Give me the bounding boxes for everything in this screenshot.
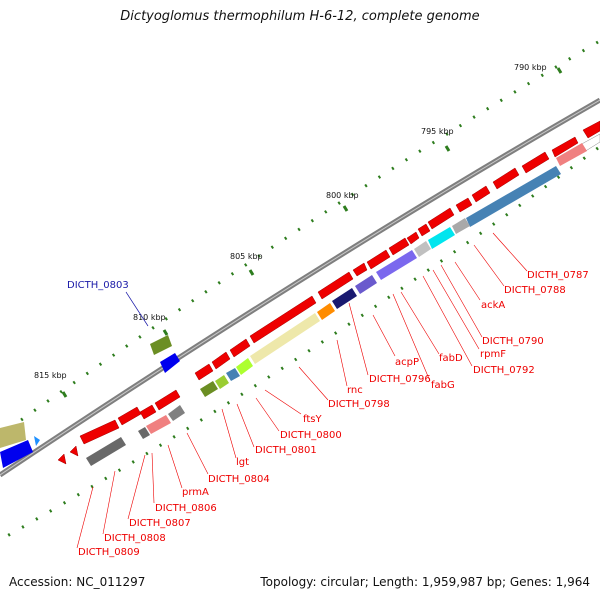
gene-label: DICTH_0790 bbox=[482, 336, 544, 347]
outer-track-genes bbox=[0, 335, 180, 468]
gene-box bbox=[0, 422, 26, 448]
cog-bar bbox=[317, 303, 335, 320]
cog-bar bbox=[168, 405, 185, 421]
gene-arrow bbox=[34, 436, 40, 446]
gene-arrow bbox=[455, 197, 473, 213]
gene-label: fabD bbox=[439, 353, 463, 364]
gene-label: DICTH_0796 bbox=[369, 374, 431, 385]
gene-label: prmA bbox=[182, 487, 209, 498]
gene-arrow bbox=[521, 151, 550, 174]
cog-bar bbox=[556, 143, 587, 166]
gene-arrow bbox=[249, 295, 317, 344]
gene-label: lgt bbox=[236, 457, 249, 468]
cog-bar bbox=[452, 218, 470, 234]
gene-arrow bbox=[427, 207, 455, 230]
gene-arrow bbox=[57, 453, 67, 465]
kbp-label: 805 kbp bbox=[230, 252, 263, 261]
genome-backbone-highlight bbox=[0, 99, 600, 476]
gene-arrow bbox=[0, 440, 33, 468]
gene-arrow bbox=[69, 445, 79, 457]
cog-bar bbox=[466, 166, 561, 227]
gene-label: DICTH_0788 bbox=[504, 285, 566, 296]
gene-label: rnc bbox=[347, 385, 363, 396]
kbp-label: 795 kbp bbox=[421, 127, 454, 136]
kbp-label: 790 kbp bbox=[514, 63, 547, 72]
gene-arrow bbox=[492, 167, 520, 190]
cog-bar bbox=[355, 275, 377, 294]
cog-bar bbox=[376, 250, 417, 280]
kbp-labels: 790 kbp 795 kbp 800 kbp 805 kbp 810 kbp … bbox=[34, 63, 547, 380]
gene-arrow bbox=[154, 389, 181, 411]
forward-strand-genes bbox=[57, 120, 600, 465]
kbp-label: 800 kbp bbox=[326, 191, 359, 200]
cog-bar bbox=[215, 375, 229, 389]
cog-bar bbox=[250, 313, 320, 364]
gene-label: rpmF bbox=[480, 349, 506, 360]
gene-label: DICTH_0787 bbox=[527, 270, 589, 281]
outer-guide-ring bbox=[0, 40, 599, 437]
cog-bar bbox=[138, 427, 150, 439]
gene-arrow bbox=[160, 353, 180, 373]
gene-arrow bbox=[139, 404, 157, 420]
highlight-gene-label: DICTH_0803 bbox=[67, 280, 129, 291]
gene-label: DICTH_0807 bbox=[129, 518, 191, 529]
gene-label: fabG bbox=[431, 380, 455, 391]
cog-bar bbox=[226, 368, 240, 381]
gene-arrow bbox=[417, 223, 431, 237]
gene-arrow bbox=[229, 338, 251, 358]
gene-arrow bbox=[551, 136, 579, 158]
cog-feature-bars bbox=[86, 133, 600, 466]
genome-summary: Topology: circular; Length: 1,959,987 bp… bbox=[260, 575, 590, 589]
map-title: Dictyoglomus thermophilum H-6-12, comple… bbox=[120, 9, 480, 24]
accession-label: Accession: NC_011297 bbox=[9, 575, 146, 589]
gene-arrow bbox=[388, 237, 410, 256]
cog-bar bbox=[200, 381, 218, 397]
highlight-label-leader bbox=[125, 291, 149, 327]
label-leaders bbox=[76, 232, 528, 549]
kbp-label: 810 kbp bbox=[133, 313, 166, 322]
major-ticks bbox=[61, 67, 563, 398]
gene-label: DICTH_0808 bbox=[104, 533, 166, 544]
gene-label: DICTH_0801 bbox=[255, 445, 317, 456]
gene-label: DICTH_0806 bbox=[155, 503, 217, 514]
cog-bar bbox=[146, 415, 171, 434]
gene-labels: DICTH_0787 DICTH_0788 ackA DICTH_0790 rp… bbox=[67, 270, 589, 558]
gene-arrow bbox=[211, 351, 231, 370]
gene-arrow bbox=[317, 271, 354, 300]
gene-box bbox=[150, 335, 172, 355]
gene-label: DICTH_0792 bbox=[473, 365, 535, 376]
cog-bar bbox=[332, 288, 357, 309]
gene-label: acpP bbox=[395, 357, 419, 368]
gene-arrow bbox=[471, 185, 491, 203]
cog-bar bbox=[236, 358, 253, 375]
cog-bar bbox=[86, 437, 126, 466]
gene-arrow bbox=[352, 262, 368, 277]
gene-arrow bbox=[582, 120, 600, 139]
gene-arrow bbox=[194, 363, 214, 381]
cog-bar bbox=[428, 227, 455, 249]
gene-label: ackA bbox=[481, 300, 505, 311]
gene-label: DICTH_0809 bbox=[78, 547, 140, 558]
gene-arrow bbox=[79, 419, 120, 445]
cog-bar bbox=[414, 241, 431, 257]
gene-arrow bbox=[406, 231, 420, 245]
gene-label: ftsY bbox=[303, 414, 322, 425]
gene-arrow bbox=[117, 406, 142, 426]
kbp-label: 815 kbp bbox=[34, 371, 67, 380]
gene-label: DICTH_0804 bbox=[208, 474, 270, 485]
gene-label: DICTH_0798 bbox=[328, 399, 390, 410]
gene-label: DICTH_0800 bbox=[280, 430, 342, 441]
gene-arrow bbox=[366, 249, 391, 270]
